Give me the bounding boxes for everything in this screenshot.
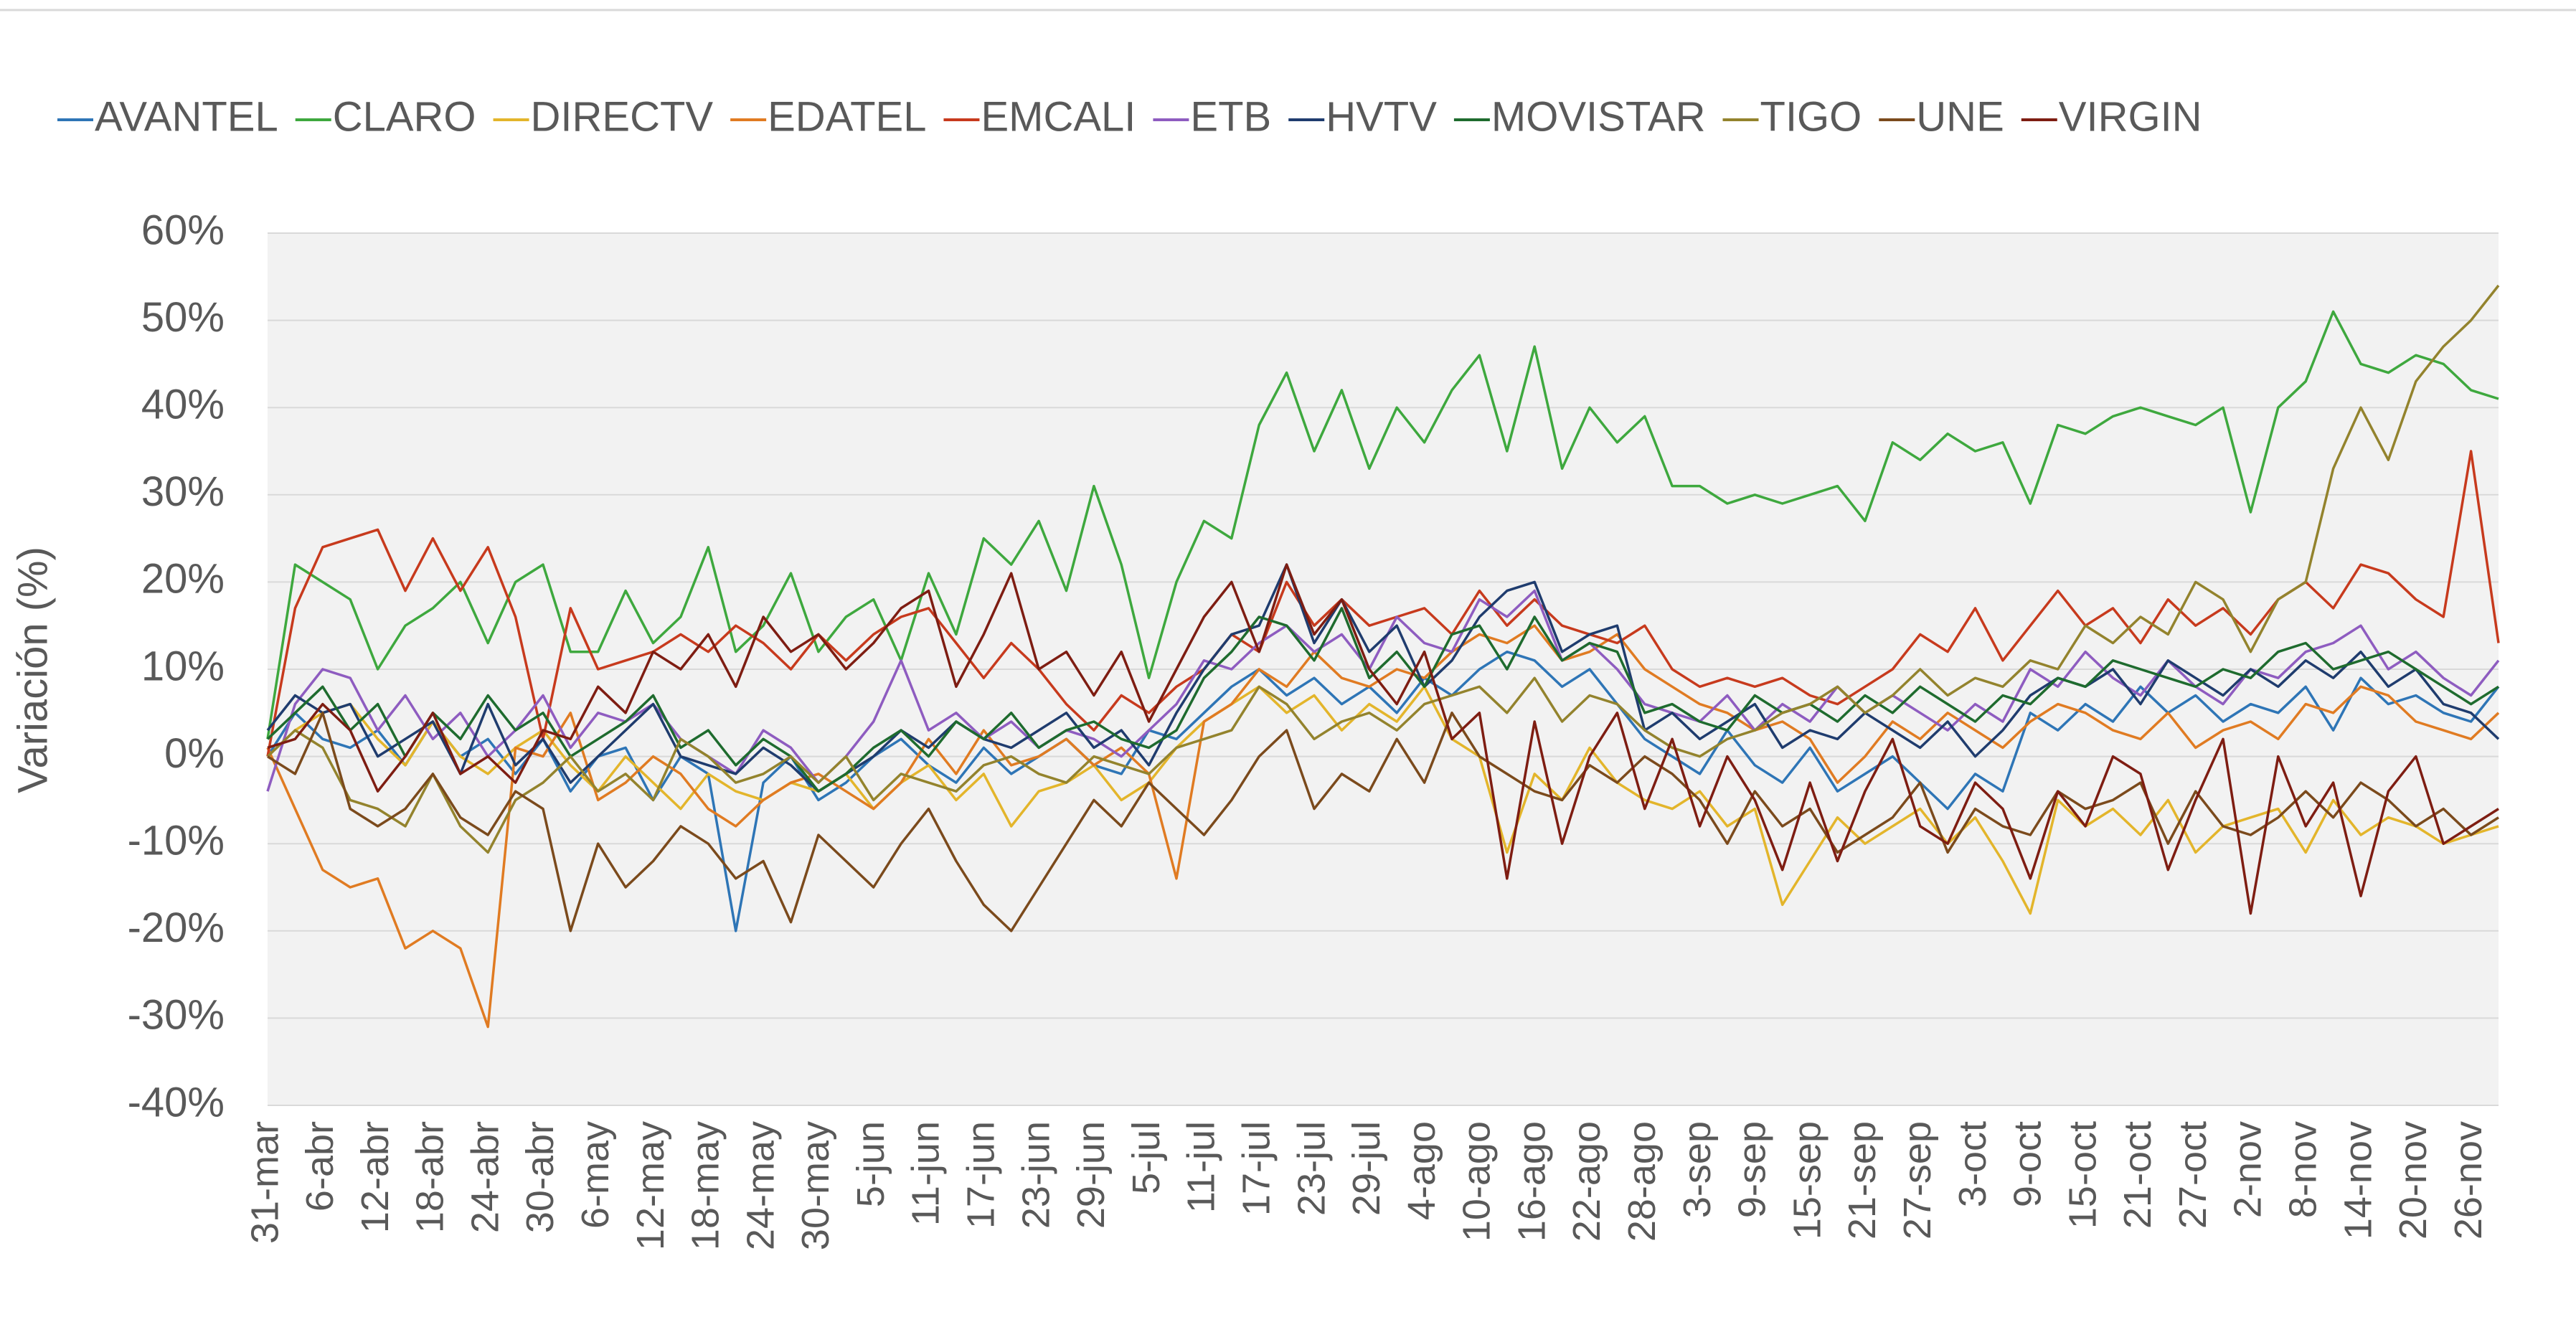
- x-tick-label: 6-abr: [298, 1121, 341, 1212]
- series-line: [267, 712, 2499, 932]
- x-tick-label: 22-ago: [1565, 1121, 1608, 1242]
- x-tick-label: 17-jun: [960, 1121, 1003, 1229]
- x-tick-label: 11-jun: [905, 1121, 948, 1226]
- x-tick-label: 21-oct: [2116, 1121, 2159, 1229]
- series-line: [266, 650, 2500, 932]
- x-tick-label: 9-sep: [1731, 1121, 1774, 1218]
- x-tick-label: 5-jul: [1125, 1121, 1168, 1194]
- legend-label: TIGO: [1760, 93, 1862, 140]
- y-tick-label: 40%: [141, 382, 225, 428]
- x-tick-label: 15-sep: [1785, 1121, 1829, 1239]
- x-tick-label: 30-abr: [519, 1121, 562, 1233]
- x-tick-label: 27-sep: [1896, 1121, 1939, 1239]
- x-tick-label: 6-may: [574, 1121, 617, 1229]
- x-tick-label: 23-jul: [1290, 1121, 1333, 1216]
- x-tick-label: 29-jun: [1070, 1121, 1113, 1229]
- x-tick-label: 21-sep: [1841, 1121, 1884, 1239]
- x-tick-label: 29-jul: [1345, 1121, 1388, 1216]
- legend-label: AVANTEL: [95, 93, 278, 140]
- legend-label: CLARO: [333, 93, 476, 140]
- series-line: [266, 563, 2500, 793]
- y-tick-label: 20%: [141, 556, 225, 603]
- x-tick-label: 12-abr: [354, 1121, 397, 1233]
- x-tick-label: 20-nov: [2392, 1121, 2435, 1239]
- x-tick-label: 24-may: [739, 1121, 782, 1250]
- x-tick-label: 31-mar: [243, 1121, 286, 1244]
- x-tick-label: 28-ago: [1620, 1121, 1664, 1242]
- x-tick-label: 12-may: [629, 1121, 672, 1250]
- series-line: [266, 450, 2500, 757]
- x-tick-label: 17-jul: [1235, 1121, 1278, 1216]
- x-tick-label: 2-nov: [2227, 1121, 2270, 1218]
- x-tick-label: 9-oct: [2006, 1121, 2049, 1207]
- x-tick-label: 4-ago: [1400, 1121, 1443, 1220]
- x-tick-label: 5-jun: [849, 1121, 892, 1207]
- y-tick-label: 60%: [141, 207, 225, 253]
- y-tick-label: 0%: [164, 730, 225, 777]
- x-tick-label: 3-sep: [1676, 1121, 1719, 1218]
- y-tick-label: 10%: [141, 643, 225, 689]
- x-tick-label: 30-may: [794, 1121, 837, 1250]
- x-tick-label: 14-nov: [2336, 1121, 2379, 1239]
- legend-label: HVTV: [1326, 93, 1437, 140]
- series-line: [266, 607, 2499, 793]
- y-tick-label: 50%: [141, 294, 225, 341]
- series-line: [266, 284, 2500, 854]
- x-tick-label: 18-may: [684, 1121, 727, 1250]
- x-tick-label: 26-nov: [2447, 1121, 2490, 1239]
- series-line: [266, 624, 2500, 1029]
- y-tick-label: -20%: [128, 905, 225, 951]
- y-axis-title: Variación (%): [9, 547, 56, 793]
- x-tick-label: 10-ago: [1456, 1121, 1499, 1242]
- y-tick-label: -10%: [128, 818, 225, 864]
- legend-label: MOVISTAR: [1491, 93, 1706, 140]
- legend-label: DIRECTV: [531, 93, 714, 140]
- legend-label: EDATEL: [768, 93, 926, 140]
- series-line: [267, 563, 2499, 915]
- legend-label: ETB: [1190, 93, 1271, 140]
- legend-label: UNE: [1916, 93, 2004, 140]
- y-tick-label: -40%: [128, 1079, 225, 1125]
- x-tick-label: 8-nov: [2282, 1121, 2325, 1218]
- legend-label: EMCALI: [981, 93, 1136, 140]
- x-tick-label: 23-jun: [1014, 1121, 1057, 1229]
- x-tick-label: 24-abr: [463, 1121, 506, 1233]
- x-tick-label: 3-oct: [1951, 1121, 1994, 1207]
- y-tick-label: -30%: [128, 992, 225, 1039]
- legend-label: VIRGIN: [2059, 93, 2202, 140]
- x-tick-label: 15-oct: [2061, 1121, 2104, 1229]
- x-tick-label: 27-oct: [2171, 1121, 2214, 1229]
- series-line: [266, 310, 2499, 740]
- y-tick-label: 30%: [141, 468, 225, 515]
- x-tick-label: 11-jul: [1180, 1121, 1223, 1213]
- x-tick-label: 16-ago: [1510, 1121, 1553, 1242]
- x-tick-label: 18-abr: [409, 1121, 452, 1233]
